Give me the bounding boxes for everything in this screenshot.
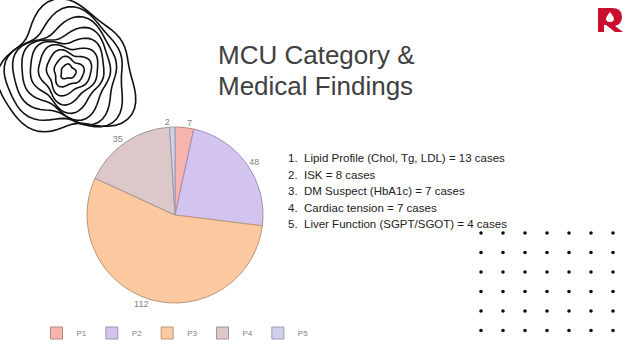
svg-text:35: 35 bbox=[113, 134, 123, 144]
svg-text:P3: P3 bbox=[187, 329, 197, 338]
html-text:Liver Function (SGPT/SGOT) = 4: Liver Function (SGPT/SGOT) = 4 cases bbox=[304, 218, 507, 230]
svg-text:P2: P2 bbox=[132, 329, 142, 338]
svg-text:P5: P5 bbox=[298, 329, 308, 338]
html-text:5.: 5. bbox=[288, 218, 298, 230]
svg-text:P1: P1 bbox=[77, 329, 87, 338]
svg-text:P4: P4 bbox=[243, 329, 253, 338]
html-text:Cardiac tension = 7 cases: Cardiac tension = 7 cases bbox=[304, 201, 437, 214]
svg-text:2: 2 bbox=[165, 117, 170, 127]
html-text:2.: 2. bbox=[288, 168, 298, 181]
html-text:4.: 4. bbox=[288, 201, 298, 214]
html-text:MCU Category &: MCU Category & bbox=[218, 40, 415, 70]
html-text:3.: 3. bbox=[288, 185, 298, 197]
html-text:Medical Findings: Medical Findings bbox=[218, 71, 414, 101]
html-text:ISK = 8 cases: ISK = 8 cases bbox=[304, 168, 376, 181]
html-text:1.: 1. bbox=[288, 152, 298, 164]
svg-text:48: 48 bbox=[249, 157, 259, 167]
html-text:Lipid Profile (Chol, Tg, LDL): Lipid Profile (Chol, Tg, LDL) = 13 cases bbox=[304, 152, 505, 164]
html-text:DM Suspect (HbA1c) = 7 cases: DM Suspect (HbA1c) = 7 cases bbox=[304, 185, 465, 197]
svg-text:112: 112 bbox=[134, 299, 148, 309]
svg-text:7: 7 bbox=[187, 118, 192, 128]
